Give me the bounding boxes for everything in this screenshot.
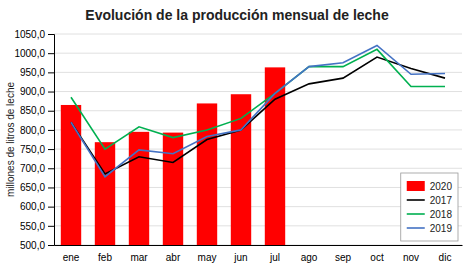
y-tick-label: 550,0 (20, 221, 45, 232)
x-tick-label: mar (130, 252, 148, 263)
legend-label: 2020 (430, 181, 453, 192)
bar (95, 142, 115, 245)
y-tick: 750,0 (20, 144, 54, 155)
x-tick-label: sep (335, 252, 352, 263)
x-tick: ene (63, 252, 80, 263)
x-tick: abr (166, 252, 181, 263)
grid (54, 34, 462, 245)
x-tick: may (198, 252, 217, 263)
plot-area: ene feb mar abr may jun jul ago sep oct nov dic 500,… (14, 29, 462, 263)
chart-svg: Evolución de la producción mensual de le… (0, 0, 474, 267)
x-tick: nov (403, 252, 419, 263)
y-tick-label: 850,0 (20, 105, 45, 116)
x-tick-label: jun (233, 252, 247, 263)
legend-swatch (407, 199, 425, 201)
grid-line (54, 72, 462, 73)
y-axis-line (48, 35, 55, 246)
grid-line (54, 34, 462, 35)
y-tick-label: 800,0 (20, 125, 45, 136)
y-tick-label: 1000,0 (14, 48, 45, 59)
bar (197, 103, 217, 245)
y-tick-mark (48, 34, 54, 35)
x-axis-line (55, 245, 463, 246)
bar-series (61, 67, 285, 245)
y-tick: 1050,0 (14, 29, 54, 40)
x-tick-label: dic (439, 252, 452, 263)
y-tick: 800,0 (20, 125, 54, 136)
x-tick: mar (130, 252, 148, 263)
line (71, 49, 445, 149)
y-tick-mark (48, 130, 54, 131)
x-tick-label: may (198, 252, 217, 263)
y-tick: 500,0 (20, 240, 54, 251)
x-tick-label: ago (301, 252, 318, 263)
y-tick: 900,0 (20, 86, 54, 97)
x-tick-label: oct (370, 252, 384, 263)
legend-swatch (407, 227, 425, 229)
x-tick-label: nov (403, 252, 419, 263)
bar (231, 94, 251, 245)
y-axis-title: millones de litros de leche (5, 82, 16, 197)
y-tick-mark (48, 187, 54, 188)
x-tick-label: ene (63, 252, 80, 263)
marks (61, 46, 445, 245)
legend-label: 2019 (430, 223, 453, 234)
x-tick: ago (301, 252, 318, 263)
y-tick-mark (48, 168, 54, 169)
x-tick-label: feb (98, 252, 112, 263)
x-axis: ene feb mar abr may jun jul ago sep oct nov dic (55, 246, 463, 264)
legend: 2020 2017 2018 2019 (401, 173, 458, 241)
grid-line (54, 129, 462, 130)
legend-swatch (407, 213, 425, 215)
legend-box (401, 173, 458, 241)
y-tick: 600,0 (20, 201, 54, 212)
y-axis: 500,0 550,0 600,0 650,0 700,0 750,0 800,0 850,0… (14, 29, 54, 251)
x-tick-label: jul (269, 252, 280, 263)
x-tick: feb (98, 252, 112, 263)
bar (61, 105, 81, 245)
y-tick-label: 1050,0 (14, 29, 45, 40)
y-tick: 650,0 (20, 182, 54, 193)
y-tick-mark (48, 72, 54, 73)
chart-container: Evolución de la producción mensual de le… (0, 0, 474, 267)
y-tick-label: 950,0 (20, 67, 45, 78)
y-tick-mark (48, 149, 54, 150)
y-tick: 850,0 (20, 105, 54, 116)
y-tick-mark (48, 245, 54, 246)
legend-swatch (407, 181, 425, 191)
x-tick: sep (335, 252, 352, 263)
x-tick-label: abr (166, 252, 181, 263)
y-tick-mark (48, 207, 54, 208)
y-tick-label: 500,0 (20, 240, 45, 251)
y-tick-label: 700,0 (20, 163, 45, 174)
y-tick-mark (48, 226, 54, 227)
legend-label: 2017 (430, 195, 453, 206)
x-tick: dic (439, 252, 452, 263)
y-tick-mark (48, 53, 54, 54)
bar (129, 132, 149, 245)
y-tick-label: 750,0 (20, 144, 45, 155)
y-tick-label: 900,0 (20, 86, 45, 97)
grid-line (54, 53, 462, 54)
x-tick: oct (370, 252, 384, 263)
line (71, 46, 445, 177)
y-tick-label: 650,0 (20, 182, 45, 193)
y-tick: 1000,0 (14, 48, 54, 59)
y-tick-label: 600,0 (20, 201, 45, 212)
chart-title: Evolución de la producción mensual de le… (85, 7, 389, 23)
y-tick: 950,0 (20, 67, 54, 78)
y-tick-mark (48, 92, 54, 93)
x-tick: jun (233, 252, 247, 263)
y-tick: 700,0 (20, 163, 54, 174)
y-tick-mark (48, 111, 54, 112)
grid-line (54, 91, 462, 92)
y-tick: 550,0 (20, 221, 54, 232)
legend-label: 2018 (430, 209, 453, 220)
line (71, 57, 445, 174)
x-tick: jul (269, 252, 280, 263)
